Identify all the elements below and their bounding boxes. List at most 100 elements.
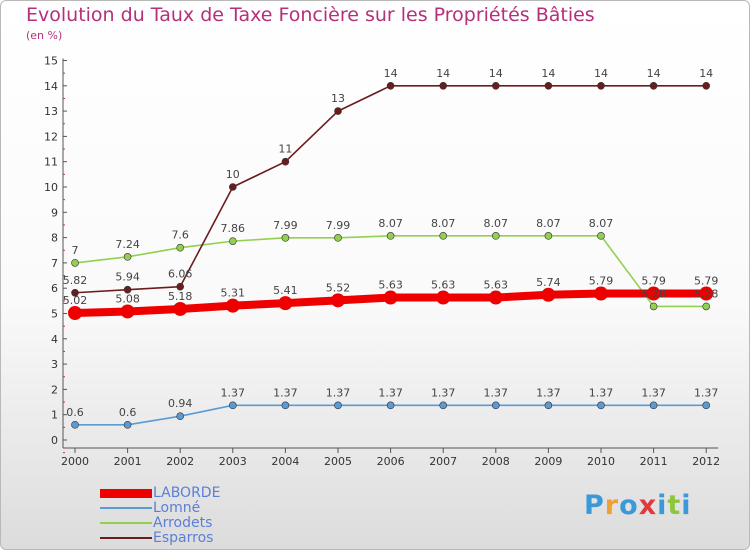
data-point-esparros	[702, 82, 711, 90]
data-point-laborde	[436, 290, 451, 305]
data-point-laborde	[594, 286, 608, 301]
data-label-esparros: 11	[278, 143, 292, 156]
y-tick-label: 3	[51, 358, 58, 371]
y-tick-label: 6	[51, 282, 58, 295]
data-point-laborde	[173, 301, 188, 316]
y-tick-label: 5	[51, 308, 58, 321]
data-label-lomne: 1.37	[326, 386, 351, 399]
data-point-esparros	[334, 107, 342, 115]
x-tick-label: 2008	[482, 455, 510, 468]
data-label-laborde: 5.79	[641, 275, 666, 288]
logo-letter: x	[638, 490, 658, 521]
logo-letter: t	[667, 490, 682, 521]
data-label-arrodets: 8.07	[536, 217, 561, 230]
x-tick-label: 2007	[429, 455, 457, 468]
data-label-arrodets: 7.24	[115, 238, 140, 251]
data-label-lomne: 1.37	[378, 386, 403, 399]
data-labels: 0.6 0.6 0.94 1.37 1.37 1.37 1.37 1.37 1.37 1.37 1.…	[63, 67, 719, 419]
data-point-laborde	[278, 296, 293, 311]
y-tick-label: 7	[51, 257, 58, 270]
data-point-lomne	[123, 421, 132, 429]
y-tick-label: 4	[51, 333, 58, 346]
data-point-esparros	[649, 82, 658, 90]
legend-label-laborde: LABORDE	[153, 485, 221, 501]
y-tick-label: 9	[51, 206, 58, 219]
data-point-laborde	[541, 287, 556, 302]
proxiti-logo: Proxiti	[584, 490, 692, 521]
data-point-esparros	[597, 82, 605, 90]
x-tick-label: 2011	[640, 455, 668, 468]
data-label-arrodets: 8.07	[431, 217, 456, 230]
data-label-arrodets: 8.07	[589, 217, 614, 230]
data-point-arrodets	[649, 302, 658, 311]
data-label-arrodets: 5.28	[641, 287, 666, 300]
data-label-esparros: 14	[594, 67, 608, 80]
data-label-laborde: 5.63	[484, 279, 509, 292]
data-point-esparros	[176, 282, 184, 291]
data-label-laborde: 5.31	[221, 287, 246, 300]
data-label-esparros: 14	[436, 67, 450, 80]
x-tick-label: 2004	[271, 455, 299, 468]
x-tick-label: 2006	[377, 455, 405, 468]
data-label-esparros: 5.94	[115, 271, 140, 284]
logo-letter: o	[619, 490, 639, 521]
data-label-laborde: 5.08	[115, 292, 140, 305]
data-label-lomne: 0.94	[168, 397, 193, 410]
data-label-arrodets: 7	[72, 244, 79, 257]
x-tick-label: 2001	[114, 455, 142, 468]
data-point-lomne	[649, 401, 658, 410]
data-label-laborde: 5.41	[273, 284, 298, 297]
data-label-laborde: 5.02	[63, 294, 88, 307]
data-point-lomne	[544, 401, 553, 410]
data-point-laborde	[383, 290, 398, 305]
data-label-lomne: 0.6	[119, 406, 137, 419]
data-point-arrodets	[334, 234, 342, 242]
data-label-esparros: 14	[489, 67, 503, 80]
data-point-lomne	[439, 401, 448, 410]
y-tick-label: 10	[44, 181, 58, 194]
y-tick-label: 15	[44, 55, 58, 68]
logo-letter: P	[584, 490, 605, 521]
y-tick-label: 12	[44, 130, 58, 143]
data-point-esparros	[491, 82, 500, 90]
data-point-arrodets	[386, 232, 395, 240]
logo-letter: r	[604, 490, 620, 521]
data-point-lomne	[702, 401, 711, 410]
data-label-arrodets: 7.99	[326, 219, 351, 232]
data-label-lomne: 1.37	[273, 386, 298, 399]
data-point-arrodets	[702, 302, 711, 311]
data-label-laborde: 5.74	[536, 276, 561, 289]
y-tick-label: 0	[51, 434, 58, 447]
x-tick-label: 2005	[324, 455, 352, 468]
data-label-arrodets: 8.07	[378, 217, 403, 230]
legend-swatch-esparros	[100, 537, 152, 539]
series-lines	[71, 85, 711, 426]
unit-label: (en %)	[26, 29, 63, 42]
data-label-laborde: 5.63	[378, 279, 403, 292]
x-tick-label: 2010	[587, 455, 615, 468]
data-point-arrodets	[491, 232, 500, 240]
logo-letter: i	[657, 490, 668, 521]
data-label-esparros: 14	[541, 67, 555, 80]
data-label-arrodets: 8.07	[484, 217, 509, 230]
data-label-lomne: 1.37	[694, 386, 719, 399]
data-point-arrodets	[439, 232, 448, 240]
data-point-laborde	[120, 304, 135, 319]
data-point-esparros	[386, 82, 395, 90]
data-label-lomne: 1.37	[484, 386, 509, 399]
data-label-lomne: 1.37	[641, 386, 666, 399]
data-point-esparros	[544, 82, 553, 90]
data-label-arrodets: 7.99	[273, 219, 298, 232]
data-label-esparros: 14	[699, 67, 713, 80]
data-point-laborde	[646, 286, 661, 301]
data-label-lomne: 1.37	[589, 386, 614, 399]
data-point-lomne	[597, 401, 605, 410]
x-tick-label: 2012	[692, 455, 720, 468]
legend-item-arrodets: Arrodets	[100, 516, 300, 531]
data-label-esparros: 14	[647, 67, 661, 80]
data-label-lomne: 0.6	[66, 406, 84, 419]
data-label-lomne: 1.37	[536, 386, 561, 399]
data-label-arrodets: 5.28	[694, 287, 719, 300]
